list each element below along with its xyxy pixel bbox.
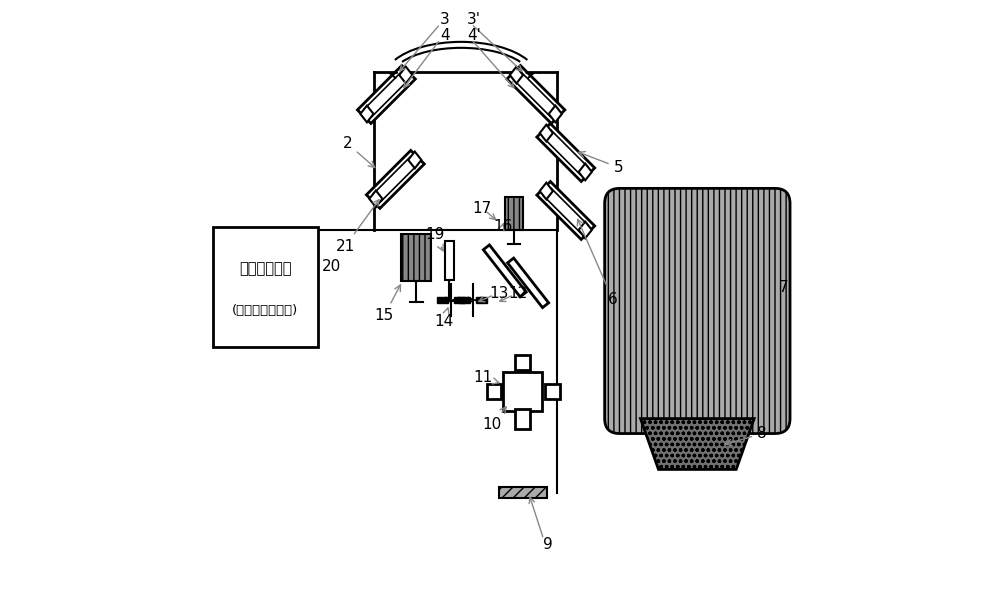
Text: 7: 7: [779, 279, 789, 295]
Bar: [213, 227, 318, 347]
Polygon shape: [510, 66, 523, 83]
Text: 16: 16: [493, 218, 512, 234]
Bar: [401, 234, 431, 281]
Polygon shape: [364, 72, 409, 117]
Polygon shape: [537, 182, 595, 239]
Polygon shape: [507, 66, 565, 123]
Polygon shape: [579, 222, 592, 239]
Text: 17: 17: [472, 200, 492, 216]
Text: 6: 6: [577, 219, 617, 307]
Text: 10: 10: [482, 407, 506, 432]
Polygon shape: [513, 72, 558, 117]
Text: 3': 3': [467, 12, 481, 28]
Text: 飞秒激光光源: 飞秒激光光源: [239, 261, 292, 277]
Polygon shape: [540, 124, 553, 141]
Polygon shape: [549, 106, 562, 123]
Text: 11: 11: [473, 370, 499, 386]
Text: 5: 5: [579, 151, 623, 175]
Polygon shape: [373, 157, 418, 202]
Bar: [459, 297, 470, 303]
Polygon shape: [579, 164, 592, 181]
Polygon shape: [543, 130, 588, 175]
Bar: [503, 372, 542, 411]
Polygon shape: [537, 124, 595, 181]
Polygon shape: [540, 182, 553, 199]
Bar: [437, 297, 448, 303]
Bar: [545, 385, 560, 399]
Text: 9: 9: [543, 536, 553, 552]
Polygon shape: [641, 419, 754, 469]
Text: 2: 2: [343, 136, 375, 167]
Polygon shape: [399, 66, 412, 83]
Text: (四倍频四色波长): (四倍频四色波长): [232, 304, 298, 318]
Bar: [499, 487, 547, 498]
Bar: [515, 355, 530, 370]
Bar: [454, 297, 465, 303]
Text: 14: 14: [434, 308, 453, 329]
Polygon shape: [369, 191, 382, 208]
Bar: [505, 197, 523, 230]
Bar: [445, 241, 454, 280]
Text: 21: 21: [336, 200, 379, 254]
Bar: [487, 385, 501, 399]
Polygon shape: [408, 151, 421, 168]
Text: 8: 8: [725, 426, 767, 446]
Text: 15: 15: [374, 285, 400, 324]
FancyBboxPatch shape: [605, 188, 790, 434]
Polygon shape: [508, 258, 549, 307]
Text: 4': 4': [467, 28, 481, 44]
Text: 3: 3: [440, 12, 450, 28]
Polygon shape: [483, 245, 526, 297]
Text: 12: 12: [508, 285, 528, 301]
Bar: [515, 410, 530, 429]
Polygon shape: [543, 188, 588, 233]
Text: 20: 20: [322, 258, 341, 274]
Text: 19: 19: [425, 227, 445, 251]
Text: 13: 13: [489, 285, 508, 301]
Polygon shape: [357, 66, 415, 123]
Bar: [476, 297, 487, 303]
Polygon shape: [366, 151, 424, 208]
Polygon shape: [360, 106, 374, 123]
Text: 4: 4: [440, 28, 450, 44]
